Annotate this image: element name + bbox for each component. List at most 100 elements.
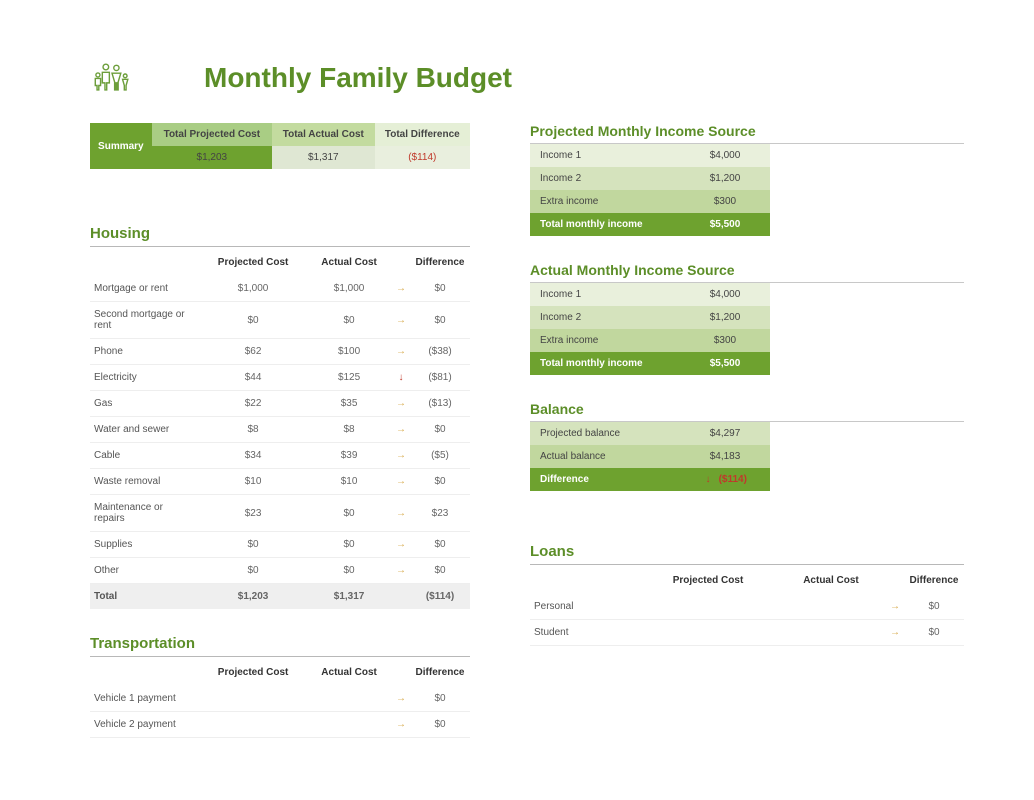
row-label: Water and sewer (90, 417, 200, 443)
row-projected: $44 (200, 365, 306, 391)
table-row: Water and sewer $8 $8 → $0 (90, 417, 470, 443)
row-label: Second mortgage or rent (90, 302, 200, 339)
transportation-title: Transportation (90, 635, 470, 657)
row-actual (776, 594, 886, 620)
table-row: Student → $0 (530, 620, 964, 646)
row-projected: $34 (200, 443, 306, 469)
total-label: Total (90, 584, 200, 610)
row-diff: $0 (410, 302, 470, 339)
projected-income-table: Income 1$4,000Income 2$1,200Extra income… (530, 144, 770, 236)
trend-down-icon: ↓ (703, 474, 713, 485)
row-diff: ($81) (410, 365, 470, 391)
trend-icon: → (392, 469, 410, 495)
row-actual: $1,000 (306, 276, 392, 302)
income-label: Extra income (530, 190, 680, 213)
income-row: Extra income$300 (530, 190, 770, 213)
row-diff: $0 (410, 686, 470, 712)
row-diff: ($5) (410, 443, 470, 469)
row-label: Electricity (90, 365, 200, 391)
row-label: Mortgage or rent (90, 276, 200, 302)
housing-table: Projected Cost Actual Cost Difference Mo… (90, 249, 470, 609)
table-row: Other $0 $0 → $0 (90, 558, 470, 584)
row-diff: $0 (410, 532, 470, 558)
summary-header-actual: Total Actual Cost (272, 123, 375, 146)
row-diff: $0 (410, 469, 470, 495)
total-actual: $1,317 (306, 584, 392, 610)
table-row: Vehicle 1 payment → $0 (90, 686, 470, 712)
trend-icon: → (392, 686, 410, 712)
income-total-label: Total monthly income (530, 352, 680, 375)
col-projected: Projected Cost (640, 567, 776, 594)
row-diff: $0 (904, 594, 964, 620)
income-label: Income 1 (530, 144, 680, 167)
trend-icon: → (392, 712, 410, 738)
row-label: Personal (530, 594, 640, 620)
row-diff: $0 (410, 276, 470, 302)
row-actual: $10 (306, 469, 392, 495)
row-projected (200, 712, 306, 738)
trend-icon: → (392, 276, 410, 302)
row-actual (306, 712, 392, 738)
row-actual: $125 (306, 365, 392, 391)
row-diff: $0 (410, 558, 470, 584)
row-projected: $0 (200, 532, 306, 558)
income-label: Income 2 (530, 167, 680, 190)
income-label: Income 2 (530, 306, 680, 329)
actual-income-table: Income 1$4,000Income 2$1,200Extra income… (530, 283, 770, 375)
row-projected: $0 (200, 302, 306, 339)
income-value: $4,297 (680, 422, 770, 445)
income-row: Projected balance$4,297 (530, 422, 770, 445)
trend-icon: → (392, 558, 410, 584)
income-value: $300 (680, 329, 770, 352)
row-projected: $8 (200, 417, 306, 443)
balance-diff-value: ↓ ($114) (680, 468, 770, 491)
summary-value-diff: ($114) (375, 146, 470, 169)
total-diff: ($114) (410, 584, 470, 610)
row-diff: ($38) (410, 339, 470, 365)
row-diff: $0 (410, 712, 470, 738)
trend-icon: → (392, 391, 410, 417)
col-projected: Projected Cost (200, 659, 306, 686)
summary-label: Summary (90, 123, 152, 169)
row-diff: $23 (410, 495, 470, 532)
row-actual: $100 (306, 339, 392, 365)
income-label: Income 1 (530, 283, 680, 306)
row-label: Gas (90, 391, 200, 417)
page-title: Monthly Family Budget (204, 62, 512, 94)
trend-icon: → (886, 594, 904, 620)
col-diff: Difference (904, 567, 964, 594)
projected-income-title: Projected Monthly Income Source (530, 123, 964, 144)
income-total-value: $5,500 (680, 213, 770, 236)
table-row: Personal → $0 (530, 594, 964, 620)
income-label: Extra income (530, 329, 680, 352)
trend-icon: → (392, 302, 410, 339)
table-row: Second mortgage or rent $0 $0 → $0 (90, 302, 470, 339)
row-projected: $22 (200, 391, 306, 417)
table-row: Electricity $44 $125 ↓ ($81) (90, 365, 470, 391)
income-total-value: $5,500 (680, 352, 770, 375)
table-row: Cable $34 $39 → ($5) (90, 443, 470, 469)
table-row: Phone $62 $100 → ($38) (90, 339, 470, 365)
table-row: Supplies $0 $0 → $0 (90, 532, 470, 558)
row-label: Vehicle 2 payment (90, 712, 200, 738)
col-projected: Projected Cost (200, 249, 306, 276)
table-row: Vehicle 2 payment → $0 (90, 712, 470, 738)
income-value: $1,200 (680, 306, 770, 329)
income-row: Income 1$4,000 (530, 144, 770, 167)
summary-header-diff: Total Difference (375, 123, 470, 146)
income-row: Actual balance$4,183 (530, 445, 770, 468)
trend-icon: → (886, 620, 904, 646)
summary-table: Summary Total Projected Cost Total Actua… (90, 123, 470, 169)
income-value: $4,000 (680, 283, 770, 306)
row-diff: ($13) (410, 391, 470, 417)
col-diff: Difference (410, 659, 470, 686)
row-projected (200, 686, 306, 712)
row-actual: $0 (306, 532, 392, 558)
summary-header-projected: Total Projected Cost (152, 123, 272, 146)
table-row: Maintenance or repairs $23 $0 → $23 (90, 495, 470, 532)
row-actual: $0 (306, 558, 392, 584)
row-projected: $62 (200, 339, 306, 365)
balance-table: Projected balance$4,297Actual balance$4,… (530, 422, 770, 491)
row-projected (640, 620, 776, 646)
income-row: Income 2$1,200 (530, 306, 770, 329)
